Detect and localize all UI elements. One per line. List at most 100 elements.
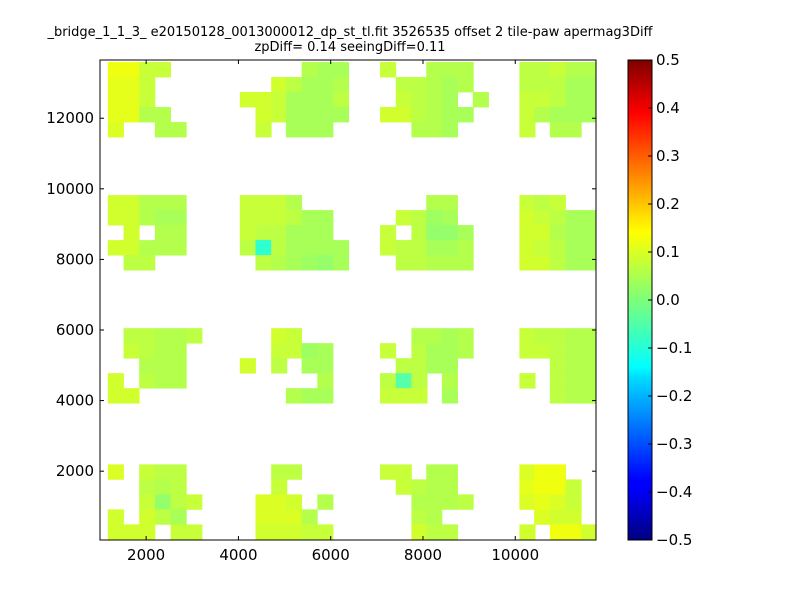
heatmap-cell <box>139 358 156 374</box>
heatmap-cell <box>395 255 412 271</box>
heatmap-cell <box>534 195 551 211</box>
heatmap-cell <box>139 77 156 93</box>
heatmap-cell <box>472 92 489 108</box>
heatmap-cell <box>285 122 303 138</box>
heatmap-cell <box>123 255 140 271</box>
heatmap-cell <box>534 464 551 480</box>
heatmap-cell <box>301 524 318 540</box>
heatmap-cell <box>255 255 272 271</box>
heatmap-cell <box>123 225 140 241</box>
heatmap-cell <box>107 464 124 480</box>
heatmap-cell <box>333 92 350 108</box>
heatmap-cell <box>565 479 582 495</box>
colorbar-tick-label: 0.1 <box>656 243 680 261</box>
heatmap-cell <box>519 77 536 93</box>
heatmap-cell <box>565 210 582 226</box>
heatmap-cell <box>380 240 397 256</box>
heatmap-cell <box>285 107 303 123</box>
heatmap-cell <box>170 328 187 344</box>
axis-ticks: 2000 4000 6000 8000 10000 2000 4000 6000 8000 100… <box>46 60 596 564</box>
heatmap-cell <box>285 388 303 404</box>
heatmap-cell <box>317 122 334 138</box>
x-tick-label: 8000 <box>404 546 442 564</box>
heatmap-cell <box>271 255 288 271</box>
heatmap-cell <box>549 255 566 271</box>
heatmap-cell <box>380 464 397 480</box>
heatmap-cell <box>139 210 156 226</box>
heatmap-cell <box>170 195 187 211</box>
y-tick-label: 12000 <box>46 109 94 127</box>
heatmap-cell <box>411 388 428 404</box>
heatmap-cell <box>170 509 187 525</box>
heatmap-cell <box>581 62 596 78</box>
heatmap-cell <box>239 358 256 374</box>
heatmap-cell <box>549 373 566 389</box>
heatmap-cell <box>317 107 334 123</box>
colorbar-tick-label: 0.4 <box>656 99 680 117</box>
heatmap-cell <box>139 92 156 108</box>
heatmap-cell <box>317 373 334 389</box>
heatmap-cell <box>426 509 443 525</box>
heatmap-cell <box>170 358 187 374</box>
heatmap-cell <box>426 255 443 271</box>
heatmap-cell <box>285 77 303 93</box>
heatmap-cell <box>534 92 551 108</box>
heatmap-cell <box>441 195 458 211</box>
heatmap-cell <box>441 92 458 108</box>
heatmap-cell <box>534 77 551 93</box>
x-tick-label: 4000 <box>219 546 257 564</box>
heatmap-cell <box>565 524 582 540</box>
heatmap-cell <box>426 77 443 93</box>
heatmap-cell <box>457 255 474 271</box>
heatmap-cell <box>565 92 582 108</box>
heatmap-cell <box>581 225 596 241</box>
heatmap-cell <box>317 225 334 241</box>
heatmap-cell <box>301 92 318 108</box>
heatmap-cell <box>441 107 458 123</box>
heatmap-cell <box>107 77 124 93</box>
heatmap-cell <box>565 62 582 78</box>
heatmap-cell <box>441 225 458 241</box>
heatmap-cell <box>255 107 272 123</box>
heatmap-cell <box>139 343 156 359</box>
heatmap-cell <box>107 240 124 256</box>
heatmap-cell <box>411 107 428 123</box>
heatmap-cell <box>411 240 428 256</box>
heatmap-cell <box>301 358 318 374</box>
heatmap-cell <box>301 62 318 78</box>
heatmap-cell <box>123 62 140 78</box>
heatmap-cell <box>565 328 582 344</box>
heatmap-cell <box>411 255 428 271</box>
heatmap-cell <box>285 509 303 525</box>
heatmap-cell <box>317 210 334 226</box>
heatmap-cell <box>519 255 536 271</box>
heatmap-cell <box>154 509 171 525</box>
heatmap-cell <box>239 225 256 241</box>
heatmap-cell <box>139 509 156 525</box>
heatmap-cell <box>239 92 256 108</box>
heatmap-cell <box>186 524 203 540</box>
heatmap-cell <box>457 77 474 93</box>
heatmap-cell <box>123 343 140 359</box>
y-tick-label: 6000 <box>56 321 94 339</box>
heatmap-cell <box>285 464 303 480</box>
heatmap-cell <box>441 77 458 93</box>
colorbar-tick-label: 0.0 <box>656 291 680 309</box>
heatmap-cell <box>519 62 536 78</box>
heatmap-cell <box>457 343 474 359</box>
heatmap-cell <box>519 210 536 226</box>
heatmap-cell <box>170 494 187 510</box>
heatmap-cell <box>317 524 334 540</box>
heatmap-cell <box>123 388 140 404</box>
heatmap-cell <box>317 62 334 78</box>
colorbar-tick-label: −0.5 <box>656 531 692 549</box>
heatmap-cell <box>411 358 428 374</box>
heatmap-cell <box>170 210 187 226</box>
chart-title-line-2: zpDiff= 0.14 seeingDiff=0.11 <box>254 40 446 55</box>
heatmap-cell <box>285 524 303 540</box>
heatmap-cell <box>154 195 171 211</box>
heatmap-cell <box>123 92 140 108</box>
y-tick-label: 2000 <box>56 462 94 480</box>
heatmap-cell <box>565 255 582 271</box>
heatmap-cell <box>411 494 428 510</box>
